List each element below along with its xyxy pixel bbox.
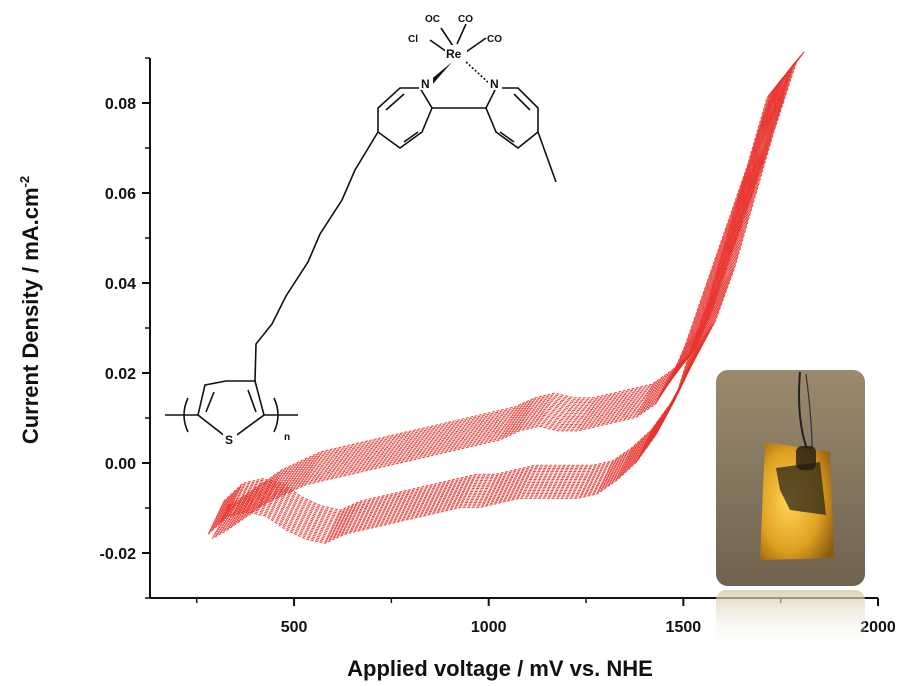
electrode-photo: [716, 370, 865, 650]
cv-cycle-line: [222, 52, 804, 513]
s-label: S: [225, 433, 233, 447]
cv-curves: [207, 50, 806, 544]
y-tick-label: 0.08: [105, 96, 136, 113]
y-tick-label: 0.04: [105, 276, 136, 293]
chemical-structure: [165, 23, 557, 442]
x-tick-label: 2000: [860, 619, 896, 636]
co-label-1: CO: [458, 14, 473, 25]
x-tick-label: 500: [281, 619, 308, 636]
x-axis-title: Applied voltage / mV vs. NHE: [347, 656, 653, 681]
re-label: Re: [446, 47, 462, 61]
y-tick-label: 0.06: [105, 186, 136, 203]
n-label-right: N: [490, 77, 499, 91]
cl-label: Cl: [408, 34, 418, 45]
y-tick-label: 0.02: [105, 366, 136, 383]
cv-cycle-line: [223, 50, 806, 511]
n-label-left: N: [421, 77, 430, 91]
y-axis-title: Current Density / mA.cm-2: [17, 176, 43, 444]
y-tick-label: -0.02: [100, 546, 137, 563]
n-subscript-label: n: [284, 432, 290, 443]
cv-cycle-line: [215, 68, 792, 529]
oc-label: OC: [425, 14, 440, 25]
y-tick-label: 0.00: [105, 456, 136, 473]
x-tick-label: 1500: [666, 619, 702, 636]
x-tick-label: 1000: [471, 619, 507, 636]
co-label-2: CO: [487, 34, 502, 45]
